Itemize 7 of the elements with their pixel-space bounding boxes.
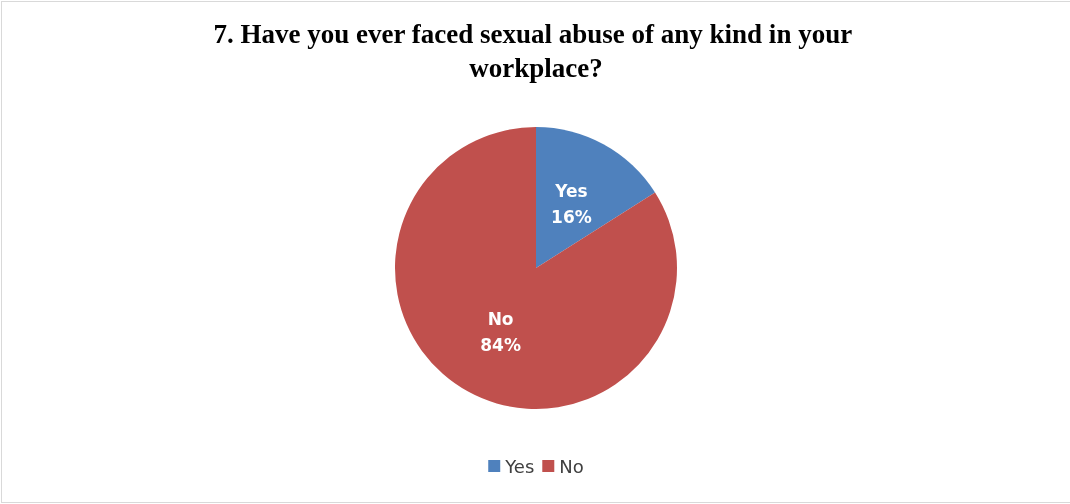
data-label: 16% — [551, 206, 592, 227]
legend-label: Yes — [504, 455, 535, 477]
legend-label: No — [559, 455, 584, 477]
data-label: 84% — [480, 335, 521, 356]
slice-label: Yes — [554, 180, 588, 201]
slice-label: No — [487, 309, 514, 330]
chart-title: 7. Have you ever faced sexual abuse of any kind in your workplace? — [213, 19, 859, 83]
